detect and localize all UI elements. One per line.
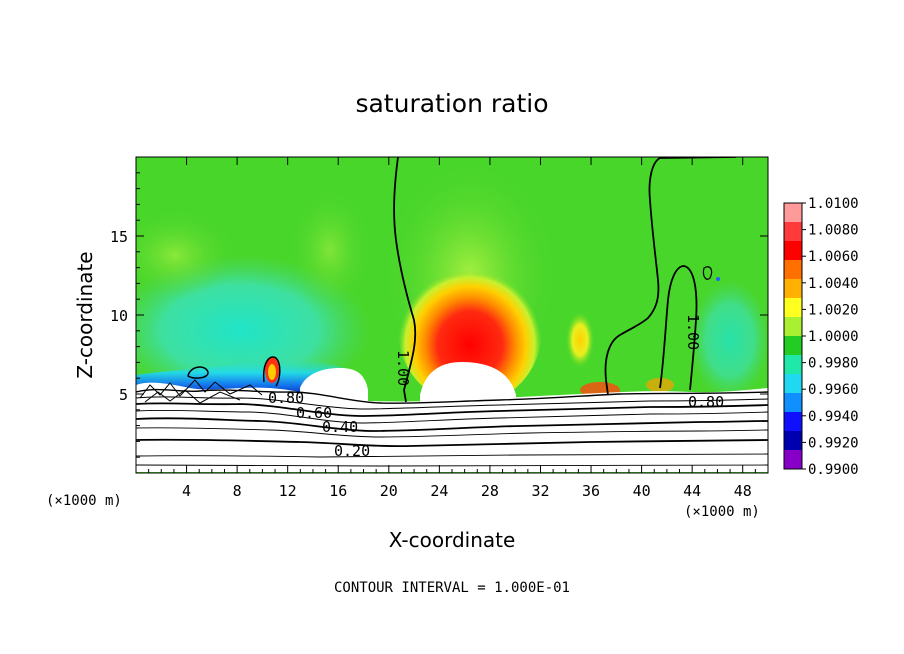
colorbar-label: 1.0040 bbox=[808, 276, 859, 292]
y-tick-label: 5 bbox=[119, 386, 128, 404]
x-tick-label: 48 bbox=[734, 482, 752, 500]
x-tick-label: 4 bbox=[182, 482, 191, 500]
x-axis-ticks: 4 8 12 16 20 24 28 32 36 40 44 48 bbox=[148, 157, 756, 500]
y-tick-label: 15 bbox=[110, 228, 128, 246]
colorbar-swatch bbox=[784, 203, 802, 223]
x-tick-label: 36 bbox=[582, 482, 600, 500]
x-tick-label: 28 bbox=[481, 482, 499, 500]
colorbar-swatch bbox=[784, 450, 802, 470]
contour-label-0-60: 0.60 bbox=[296, 404, 332, 422]
colorbar-swatch bbox=[784, 317, 802, 337]
contour-label-0-40: 0.40 bbox=[322, 418, 358, 436]
y-axis-ticks: 5 10 15 bbox=[110, 172, 768, 458]
colorbar-label: 0.9960 bbox=[808, 382, 859, 398]
colorbar-label: 0.9920 bbox=[808, 435, 859, 451]
colorbar-label: 0.9940 bbox=[808, 409, 859, 425]
x-tick-label: 20 bbox=[380, 482, 398, 500]
y-tick-label: 10 bbox=[110, 307, 128, 325]
x-tick-label: 44 bbox=[683, 482, 701, 500]
contour-label-0-20: 0.20 bbox=[334, 442, 370, 460]
colorbar-swatch bbox=[784, 336, 802, 356]
colorbar-label: 1.0080 bbox=[808, 223, 859, 239]
contour-interval-note: CONTOUR INTERVAL = 1.000E-01 bbox=[334, 580, 570, 596]
colorbar-swatch bbox=[784, 279, 802, 299]
contour-labels: 1.00 1.00 0.80 0.80 0.60 0.40 0.20 bbox=[268, 314, 724, 460]
colorbar-labels: 1.0100 1.0080 1.0060 1.0040 1.0020 1.0000 0.99… bbox=[802, 196, 859, 478]
colorbar-swatch bbox=[784, 355, 802, 375]
colorbar-swatch bbox=[784, 412, 802, 432]
x-axis-label: X-coordinate bbox=[389, 528, 516, 552]
contour-label-1-00-b: 1.00 bbox=[684, 314, 702, 350]
chart-title: saturation ratio bbox=[355, 89, 548, 118]
heatmap-field bbox=[136, 157, 768, 473]
x-tick-label: 32 bbox=[531, 482, 549, 500]
colorbar-label: 1.0060 bbox=[808, 249, 859, 265]
x-tick-label: 8 bbox=[233, 482, 242, 500]
colorbar-swatch bbox=[784, 298, 802, 318]
colorbar-label: 1.0000 bbox=[808, 329, 859, 345]
colorbar-swatch bbox=[784, 260, 802, 280]
colorbar-label: 1.0100 bbox=[808, 196, 859, 212]
colorbar-swatch bbox=[784, 222, 802, 242]
contour-label-0-80-b: 0.80 bbox=[688, 393, 724, 411]
colorbar-swatch bbox=[784, 431, 802, 451]
contour-label-1-00-a: 1.00 bbox=[394, 350, 412, 386]
contour-label-0-80-a: 0.80 bbox=[268, 389, 304, 407]
colorbar bbox=[783, 202, 803, 470]
x-tick-label: 40 bbox=[633, 482, 651, 500]
x-unit-left: (×1000 m) bbox=[46, 493, 122, 509]
colorbar-label: 1.0020 bbox=[808, 302, 859, 318]
colorbar-swatch bbox=[784, 374, 802, 394]
x-tick-label: 12 bbox=[279, 482, 297, 500]
colorbar-label: 0.9900 bbox=[808, 462, 859, 478]
colorbar-label: 0.9980 bbox=[808, 356, 859, 372]
x-tick-label: 24 bbox=[430, 482, 448, 500]
y-axis-label: Z-coordinate bbox=[73, 251, 97, 378]
colorbar-swatch bbox=[784, 393, 802, 413]
x-tick-label: 16 bbox=[329, 482, 347, 500]
colorbar-swatch bbox=[784, 241, 802, 261]
x-unit-right: (×1000 m) bbox=[684, 504, 760, 520]
